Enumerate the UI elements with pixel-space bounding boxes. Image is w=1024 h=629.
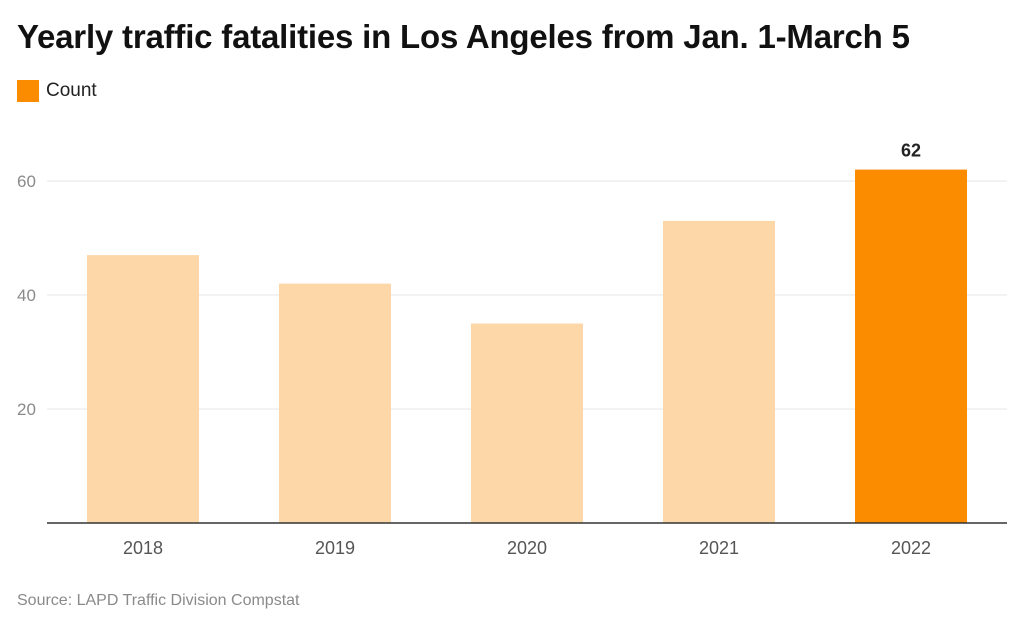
x-tick-label-2019: 2019 [315, 538, 355, 558]
y-tick-label-60: 60 [17, 172, 36, 191]
x-tick-label-2022: 2022 [891, 538, 931, 558]
data-label-2022: 62 [901, 141, 921, 161]
bar-2019 [279, 283, 391, 523]
y-tick-label-40: 40 [17, 286, 36, 305]
bar-2022 [855, 169, 967, 523]
x-tick-label-2021: 2021 [699, 538, 739, 558]
y-tick-label-20: 20 [17, 400, 36, 419]
bar-2021 [663, 220, 775, 523]
bar-2020 [471, 323, 583, 523]
source-note: Source: LAPD Traffic Division Compstat [17, 592, 300, 609]
legend-swatch-count [17, 80, 39, 102]
legend-label-count: Count [46, 80, 97, 101]
chart-title: Yearly traffic fatalities in Los Angeles… [17, 18, 910, 55]
x-tick-label-2020: 2020 [507, 538, 547, 558]
x-tick-label-2018: 2018 [123, 538, 163, 558]
bar-2018 [87, 255, 199, 523]
legend: Count [17, 80, 97, 102]
